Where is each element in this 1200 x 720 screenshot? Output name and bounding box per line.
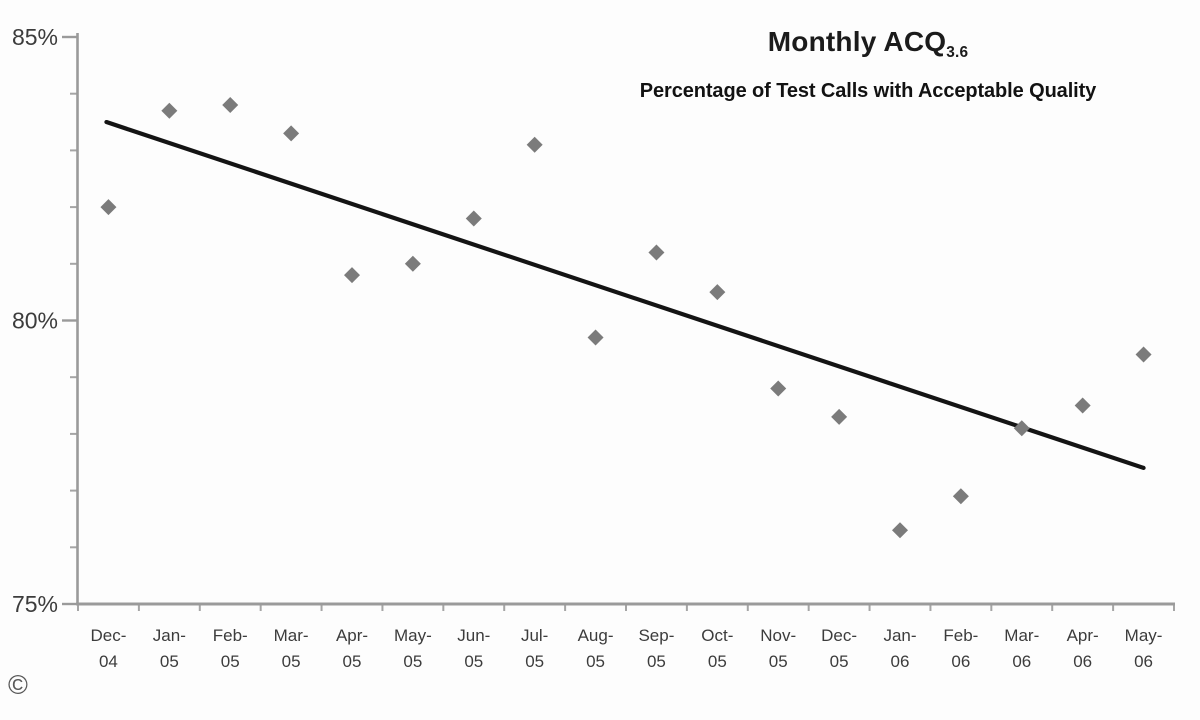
x-tick-label: Dec-	[821, 626, 857, 645]
data-point	[161, 102, 178, 119]
data-point	[465, 210, 482, 227]
x-tick-label: Nov-	[760, 626, 796, 645]
x-tick-label-year: 05	[464, 652, 483, 671]
x-tick-label: Jan-	[153, 626, 186, 645]
x-tick-label-year: 06	[951, 652, 970, 671]
data-point	[1074, 397, 1091, 414]
y-tick-label: 75%	[12, 591, 58, 617]
x-tick-label-year: 06	[1073, 652, 1092, 671]
chart-title: Monthly ACQ3.6	[558, 26, 1178, 69]
x-tick-label: Feb-	[213, 626, 248, 645]
chart-title-subscript: 3.6	[946, 43, 969, 61]
data-point	[587, 329, 604, 346]
chart-title-text: Monthly ACQ	[767, 26, 947, 57]
data-point	[1135, 346, 1152, 363]
x-tick-label: Aug-	[578, 626, 614, 645]
x-tick-label: Dec-	[90, 626, 126, 645]
chart-header: Monthly ACQ3.6 Percentage of Test Calls …	[558, 26, 1178, 103]
x-tick-label: Mar-	[1004, 626, 1039, 645]
x-tick-label: May-	[1125, 626, 1163, 645]
x-tick-label: Apr-	[336, 626, 368, 645]
data-point	[831, 408, 848, 425]
x-tick-label-year: 05	[343, 652, 362, 671]
x-tick-label: Oct-	[701, 626, 733, 645]
data-point	[526, 136, 543, 153]
data-point	[100, 199, 117, 216]
x-tick-label-year: 06	[891, 652, 910, 671]
data-point	[1013, 420, 1030, 437]
data-point	[648, 244, 665, 261]
data-point	[222, 97, 239, 114]
x-tick-label-year: 05	[830, 652, 849, 671]
data-point	[892, 522, 908, 539]
x-tick-label-year: 05	[586, 652, 605, 671]
trend-line	[104, 119, 1146, 471]
x-tick-label-year: 05	[403, 652, 422, 671]
x-tick-label-year: 06	[1012, 652, 1031, 671]
x-tick-label: Jan-	[883, 626, 916, 645]
copyright-mark: ©	[8, 670, 28, 700]
x-tick-label-year: 04	[99, 652, 118, 671]
x-tick-label: May-	[394, 626, 432, 645]
x-tick-label-year: 05	[221, 652, 240, 671]
data-point	[283, 125, 300, 142]
y-tick-label: 80%	[12, 308, 58, 334]
x-tick-label: Mar-	[274, 626, 309, 645]
y-tick-label: 85%	[12, 24, 58, 50]
x-tick-label: Jul-	[521, 626, 548, 645]
x-tick-label: Feb-	[943, 626, 978, 645]
x-tick-label-year: 05	[769, 652, 788, 671]
x-tick-label-year: 05	[282, 652, 301, 671]
data-point	[952, 488, 969, 505]
data-point	[344, 267, 360, 284]
data-point	[770, 380, 787, 397]
x-tick-label: Apr-	[1067, 626, 1099, 645]
x-tick-label-year: 05	[708, 652, 727, 671]
data-point	[709, 284, 726, 301]
x-tick-label-year: 05	[647, 652, 666, 671]
x-tick-label: Sep-	[638, 626, 674, 645]
data-point	[404, 255, 421, 272]
x-tick-label-year: 06	[1134, 652, 1153, 671]
x-tick-label: Jun-	[457, 626, 490, 645]
chart-subtitle: Percentage of Test Calls with Acceptable…	[639, 79, 1097, 102]
x-tick-label-year: 05	[160, 652, 179, 671]
x-tick-label-year: 05	[525, 652, 544, 671]
